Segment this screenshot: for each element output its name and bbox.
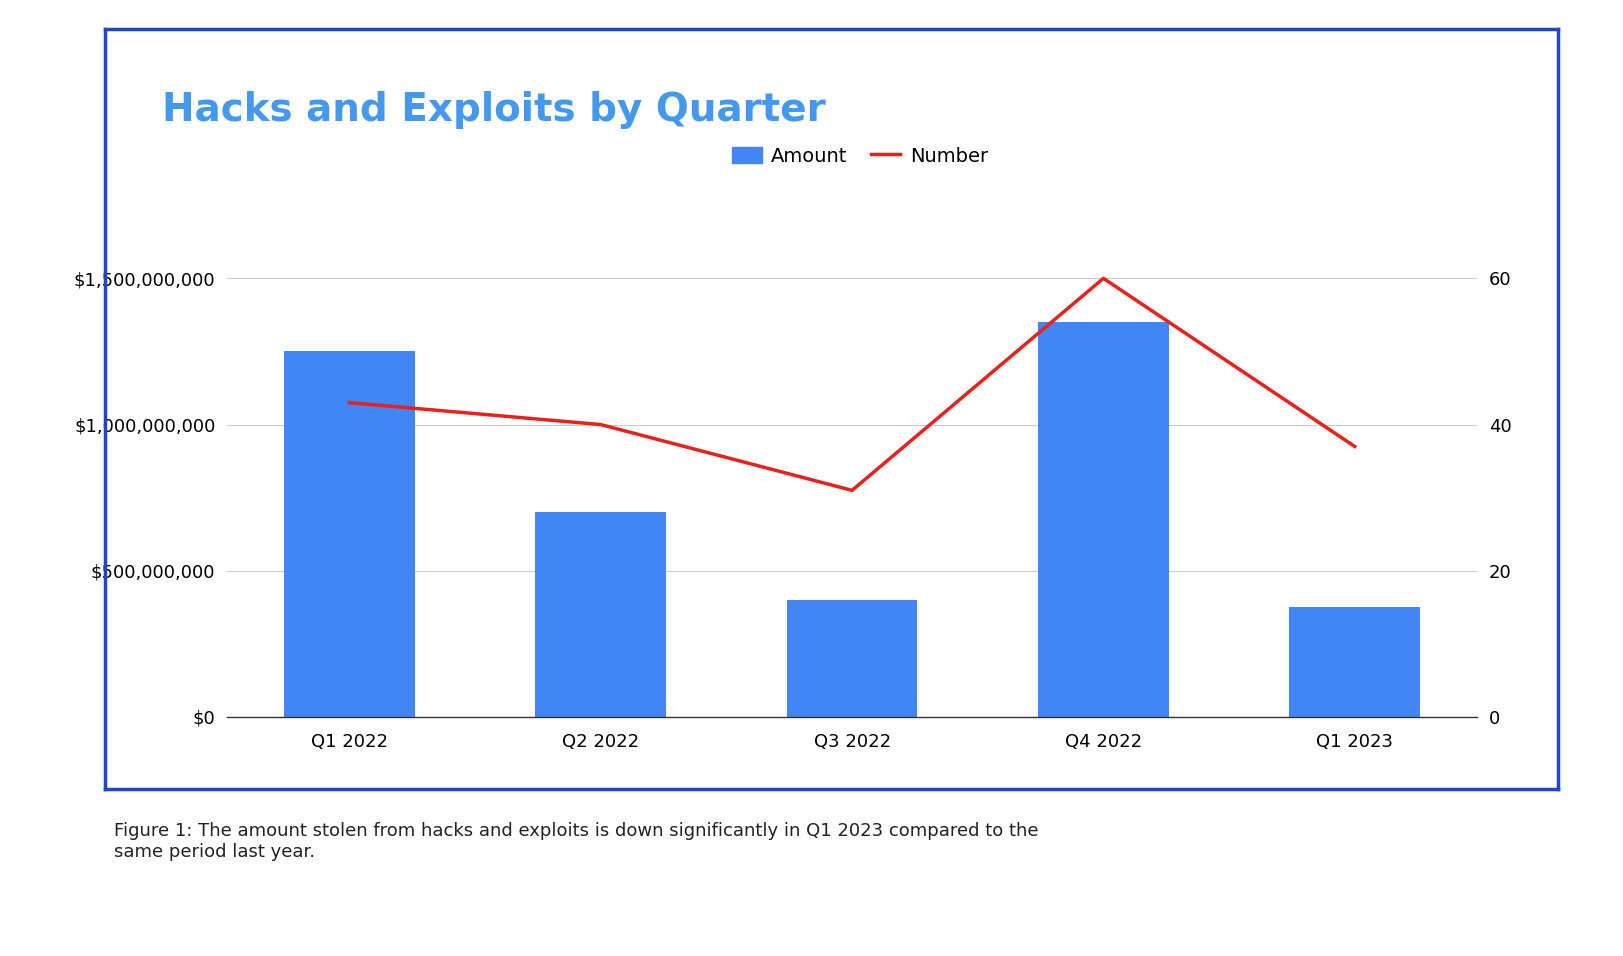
Number	[1345, 441, 1365, 452]
Bar	[1289, 607, 1420, 717]
Bar	[1039, 322, 1169, 717]
Number	[842, 485, 862, 496]
Line: Number: Number	[349, 278, 1355, 490]
Number	[591, 419, 610, 430]
Bar	[787, 600, 917, 717]
Bar	[536, 512, 665, 717]
Text: Figure 1: The amount stolen from hacks and exploits is down significantly in Q1 : Figure 1: The amount stolen from hacks a…	[114, 822, 1039, 861]
Text: Hacks and Exploits by Quarter: Hacks and Exploits by Quarter	[162, 91, 826, 129]
Legend: Amount, Number: Amount, Number	[724, 139, 997, 173]
Number	[1094, 272, 1113, 284]
Bar	[284, 352, 415, 717]
Number	[339, 397, 359, 408]
